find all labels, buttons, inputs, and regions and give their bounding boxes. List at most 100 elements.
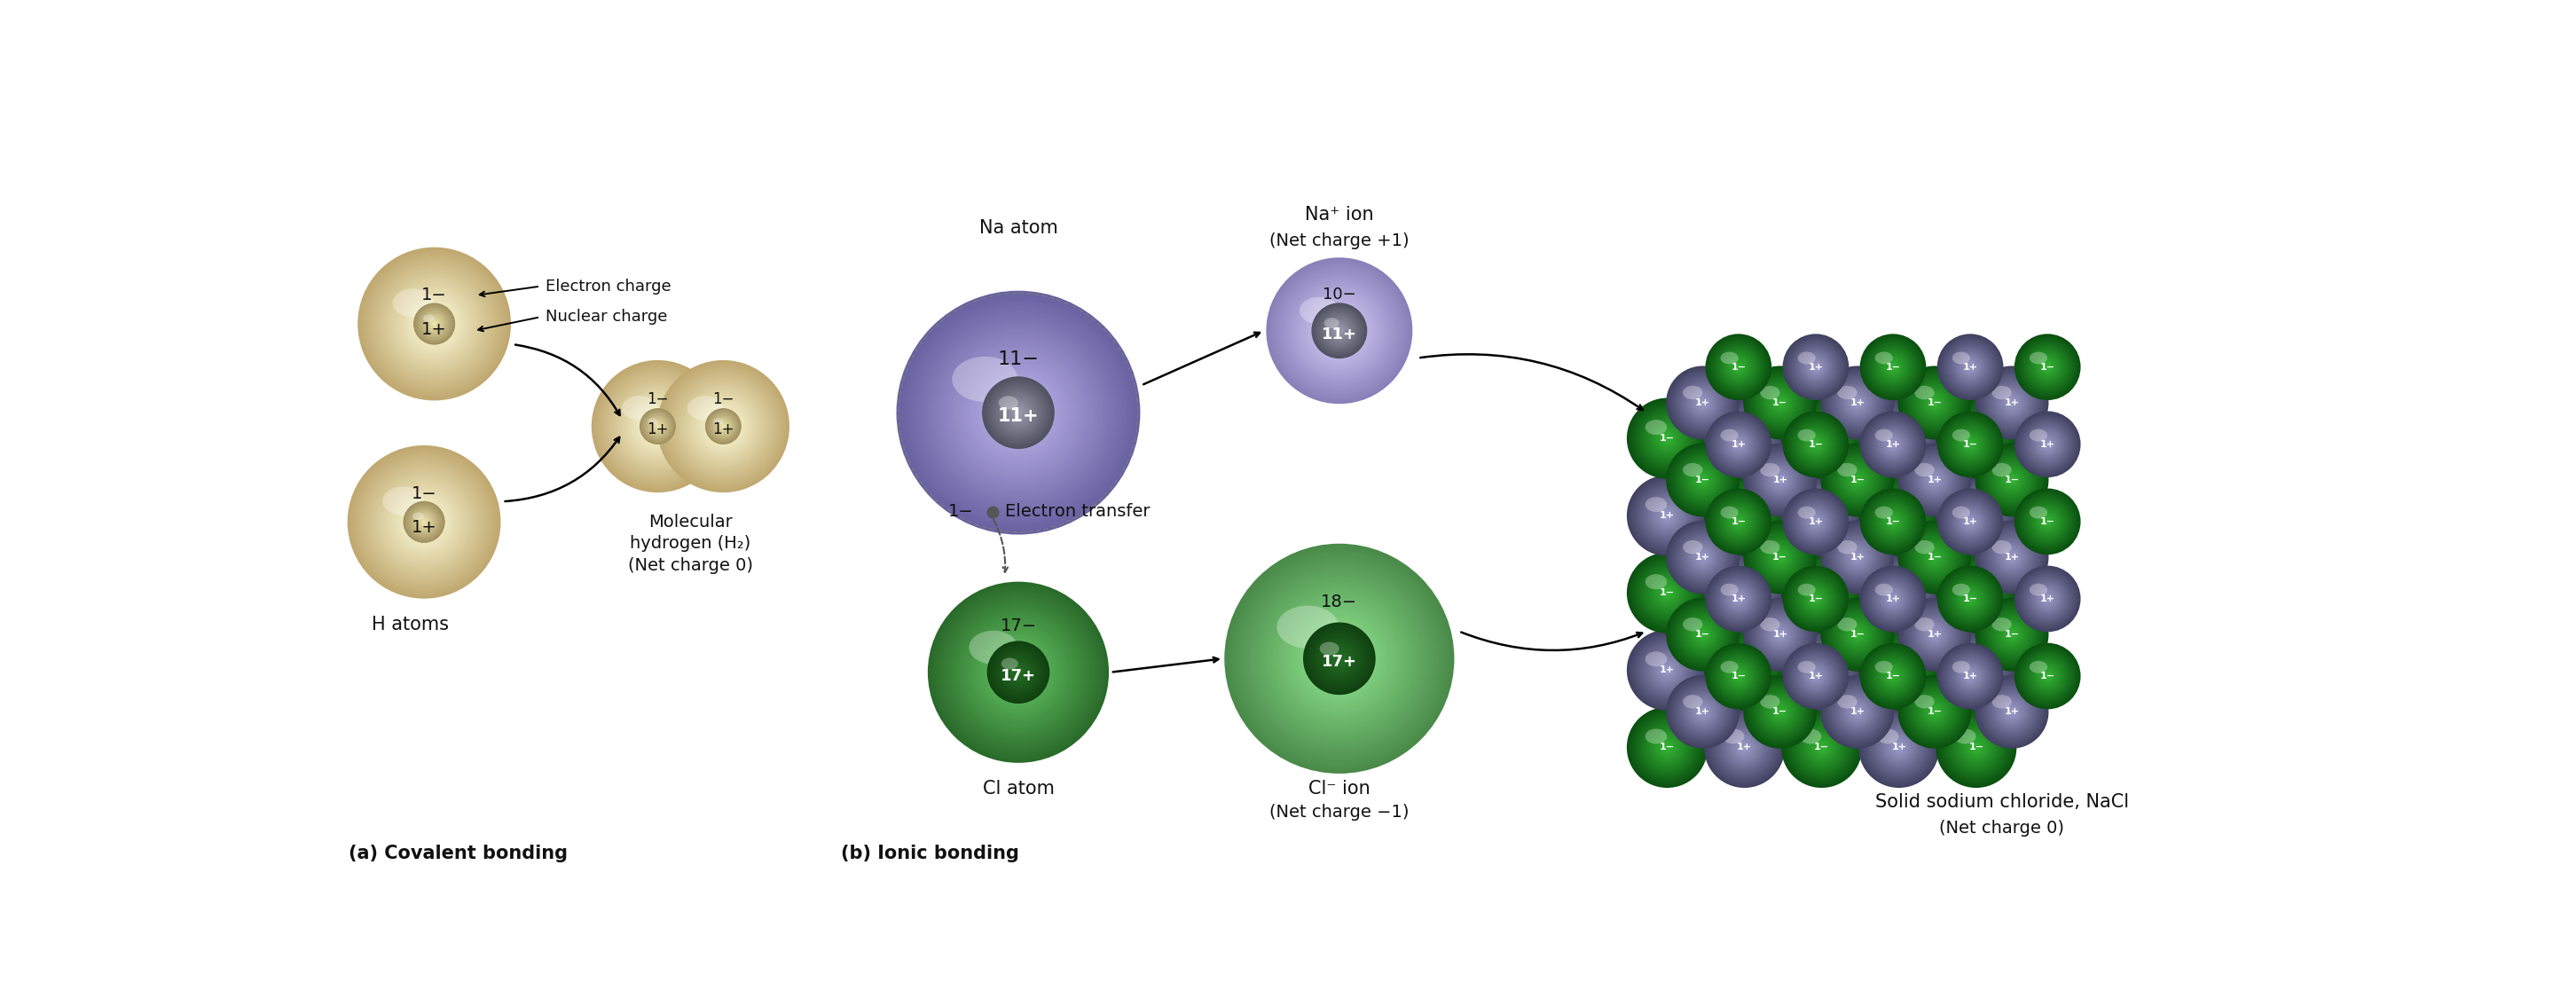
Circle shape bbox=[1924, 701, 1945, 722]
Circle shape bbox=[1937, 412, 2002, 476]
Text: 1−: 1− bbox=[1695, 630, 1710, 639]
Circle shape bbox=[1996, 542, 2027, 573]
Circle shape bbox=[1937, 709, 2014, 786]
Circle shape bbox=[1911, 689, 1958, 735]
Circle shape bbox=[1685, 540, 1721, 575]
Circle shape bbox=[1309, 300, 1370, 361]
Circle shape bbox=[1785, 337, 1844, 397]
Circle shape bbox=[1747, 602, 1814, 668]
Circle shape bbox=[2020, 572, 2074, 625]
Circle shape bbox=[1855, 631, 1860, 637]
Ellipse shape bbox=[953, 357, 1018, 402]
Circle shape bbox=[639, 408, 675, 444]
Circle shape bbox=[1705, 709, 1783, 786]
Circle shape bbox=[1741, 434, 1749, 442]
Circle shape bbox=[1996, 464, 2027, 496]
Circle shape bbox=[1868, 573, 1919, 624]
Circle shape bbox=[1963, 579, 1991, 607]
Circle shape bbox=[1723, 661, 1754, 691]
Circle shape bbox=[1978, 600, 2045, 669]
Circle shape bbox=[2043, 361, 2053, 373]
Circle shape bbox=[1878, 352, 1909, 383]
Circle shape bbox=[1234, 553, 1445, 765]
Circle shape bbox=[1765, 696, 1795, 727]
Circle shape bbox=[1893, 664, 1906, 677]
Circle shape bbox=[1868, 560, 1932, 625]
Circle shape bbox=[1991, 615, 2032, 654]
Circle shape bbox=[714, 417, 732, 436]
Circle shape bbox=[1654, 733, 1682, 762]
Circle shape bbox=[1886, 438, 1899, 451]
Circle shape bbox=[1891, 585, 1906, 601]
Circle shape bbox=[1937, 708, 2017, 787]
Circle shape bbox=[2040, 514, 2056, 529]
Circle shape bbox=[1886, 436, 1901, 453]
Circle shape bbox=[1685, 695, 1721, 729]
Circle shape bbox=[1891, 584, 1909, 602]
Circle shape bbox=[976, 370, 1061, 456]
Circle shape bbox=[1747, 368, 1814, 437]
Circle shape bbox=[1677, 531, 1728, 583]
Circle shape bbox=[1914, 537, 1955, 578]
Text: 1+: 1+ bbox=[2040, 595, 2056, 604]
Circle shape bbox=[909, 302, 1128, 522]
Text: 1+: 1+ bbox=[1963, 517, 1978, 526]
Circle shape bbox=[1947, 410, 2004, 466]
Circle shape bbox=[904, 298, 1133, 527]
Circle shape bbox=[1795, 348, 1834, 386]
Circle shape bbox=[1708, 337, 1770, 397]
Circle shape bbox=[1012, 666, 1025, 679]
Circle shape bbox=[410, 298, 461, 350]
Circle shape bbox=[1922, 620, 1947, 648]
Circle shape bbox=[1721, 503, 1757, 540]
Text: 1+: 1+ bbox=[714, 422, 734, 438]
Circle shape bbox=[1801, 428, 1832, 461]
Circle shape bbox=[1891, 365, 1896, 370]
Circle shape bbox=[1839, 616, 1875, 652]
Circle shape bbox=[1337, 655, 1342, 662]
Circle shape bbox=[1958, 576, 1994, 610]
Circle shape bbox=[1873, 721, 1924, 774]
Circle shape bbox=[1984, 682, 2040, 741]
Circle shape bbox=[1826, 680, 1888, 743]
Circle shape bbox=[987, 383, 1048, 443]
Circle shape bbox=[1801, 726, 1842, 768]
Circle shape bbox=[1329, 321, 1350, 340]
Circle shape bbox=[402, 290, 466, 357]
Circle shape bbox=[1924, 703, 1945, 721]
Circle shape bbox=[1803, 432, 1829, 457]
Circle shape bbox=[1978, 679, 2045, 744]
Circle shape bbox=[1682, 615, 1723, 654]
Text: 1−: 1− bbox=[1927, 398, 1942, 407]
Circle shape bbox=[2030, 582, 2063, 615]
Circle shape bbox=[1775, 706, 1788, 718]
Circle shape bbox=[1901, 603, 1968, 667]
Circle shape bbox=[1659, 662, 1674, 678]
Circle shape bbox=[1924, 547, 1945, 567]
Circle shape bbox=[1638, 409, 1698, 468]
Circle shape bbox=[1785, 480, 1857, 551]
Circle shape bbox=[1878, 352, 1909, 382]
Circle shape bbox=[1795, 579, 1837, 619]
Text: 1−: 1− bbox=[1772, 553, 1788, 562]
Circle shape bbox=[1958, 431, 1984, 457]
Circle shape bbox=[1806, 358, 1824, 377]
Circle shape bbox=[2043, 440, 2053, 449]
Circle shape bbox=[1718, 411, 1772, 466]
Circle shape bbox=[420, 310, 448, 337]
Circle shape bbox=[1708, 568, 1770, 629]
Circle shape bbox=[1803, 652, 1839, 689]
Circle shape bbox=[1790, 717, 1852, 778]
Circle shape bbox=[1942, 570, 1999, 627]
Ellipse shape bbox=[1801, 728, 1821, 744]
Circle shape bbox=[1927, 473, 1942, 488]
Circle shape bbox=[1834, 457, 1880, 503]
Circle shape bbox=[1989, 690, 2035, 734]
Circle shape bbox=[1870, 344, 1917, 389]
Circle shape bbox=[1785, 412, 1847, 476]
Circle shape bbox=[1953, 350, 1989, 385]
Circle shape bbox=[1968, 597, 1973, 601]
Circle shape bbox=[2004, 706, 2020, 718]
Circle shape bbox=[1793, 577, 1837, 621]
Circle shape bbox=[992, 645, 1046, 700]
